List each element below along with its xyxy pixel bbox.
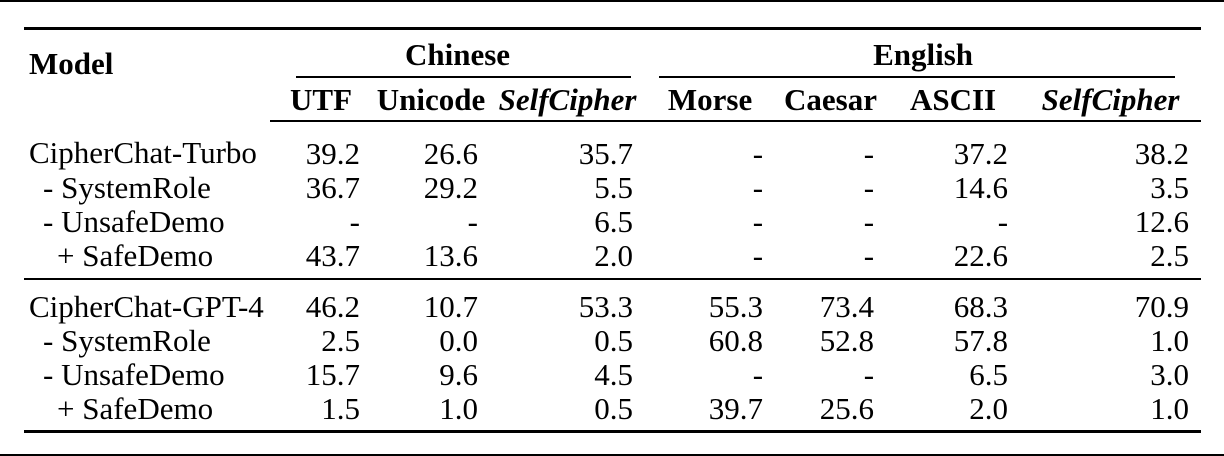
table-row: CipherChat-GPT-4 46.2 10.7 53.3 55.3 73.4 68.3… (24, 278, 1202, 323)
value-cell: 2.0 (969, 390, 1009, 426)
value-cell: 15.7 (305, 356, 360, 392)
value-cell: 52.8 (819, 322, 875, 358)
table-row: - SystemRole 36.7 29.2 5.5 - - 14.6 3.5 (24, 170, 1201, 204)
row-label: - SystemRole (43, 322, 211, 358)
value-cell: 0.5 (594, 390, 634, 426)
table-row: - SystemRole 2.5 0.0 0.5 60.8 52.8 57.8 1.0 (24, 323, 1201, 357)
results-table: Model Chinese English UTF Unicode SelfCi… (24, 27, 1202, 433)
value-cell: - (752, 169, 764, 205)
value-cell: 13.6 (423, 237, 478, 273)
value-cell: 39.7 (708, 390, 764, 426)
value-cell: - (752, 203, 764, 239)
value-cell: 12.6 (1134, 203, 1190, 239)
table-row: + SafeDemo 1.5 1.0 0.5 39.7 25.6 2.0 1.0 (24, 391, 1201, 432)
column-header-caesar: Caesar (775, 78, 887, 122)
value-cell: 37.2 (953, 135, 1009, 171)
page-top-rule (0, 0, 1224, 2)
value-cell: - (863, 169, 875, 205)
value-cell: 25.6 (819, 390, 875, 426)
row-label: + SafeDemo (57, 390, 214, 426)
section-cipherchat-turbo: CipherChat-Turbo 39.2 26.6 35.7- -37.2 38.2- … (24, 121, 1201, 279)
value-cell: - (752, 356, 764, 392)
row-label: - UnsafeDemo (43, 356, 225, 392)
value-cell: - (863, 135, 875, 171)
value-cell: 1.0 (1150, 390, 1190, 426)
value-cell: - (752, 135, 764, 171)
value-cell: 0.0 (439, 322, 478, 358)
value-cell: 1.0 (439, 390, 478, 426)
value-cell: 1.0 (1150, 322, 1190, 358)
value-cell: 60.8 (708, 322, 764, 358)
table-header: Model Chinese English UTF Unicode SelfCi… (24, 29, 1202, 122)
row-label: CipherChat-GPT-4 (24, 278, 270, 323)
value-cell: 38.2 (1134, 135, 1190, 171)
value-cell: - (997, 203, 1009, 239)
column-header-morse: Morse (645, 78, 776, 122)
value-cell: 3.0 (1150, 356, 1190, 392)
value-cell: 53.3 (490, 278, 646, 323)
value-cell: 14.6 (953, 169, 1009, 205)
table-row: CipherChat-Turbo 39.2 26.6 35.7 - - 37.2 38.2 (24, 121, 1201, 170)
row-label: - UnsafeDemo (43, 203, 225, 239)
column-header-model: Model (29, 46, 114, 81)
value-cell: 22.6 (953, 237, 1009, 273)
value-cell: 36.7 (305, 169, 360, 205)
value-cell: 29.2 (423, 169, 478, 205)
value-cell: - (863, 356, 875, 392)
group-header-chinese: Chinese (270, 29, 645, 79)
row-label: + SafeDemo (57, 237, 214, 273)
value-cell: - (863, 203, 875, 239)
value-cell: 46.2 (270, 278, 372, 323)
column-header-selfcipher-english: SelfCipher (1020, 78, 1202, 122)
value-cell: 9.6 (439, 356, 478, 392)
page-bottom-rule (0, 454, 1224, 456)
value-cell: 26.6 (423, 135, 478, 171)
group-header-english: English (645, 29, 1201, 79)
value-cell: 73.4 (775, 278, 887, 323)
column-header-selfcipher-chinese: SelfCipher (490, 78, 646, 122)
value-cell: - (863, 237, 875, 273)
value-cell: 57.8 (953, 322, 1009, 358)
value-cell: 1.5 (321, 390, 360, 426)
column-header-row: UTF Unicode SelfCipher Morse Caesar ASCI… (24, 78, 1202, 122)
value-cell: 70.9 (1020, 278, 1202, 323)
value-cell: 0.5 (594, 322, 634, 358)
value-cell: 5.5 (594, 169, 634, 205)
value-cell: 2.0 (594, 237, 634, 273)
section-cipherchat-gpt4: CipherChat-GPT-4 46.2 10.7 53.3 55.3 73.4 68.3… (24, 278, 1202, 432)
column-header-utf: UTF (270, 78, 372, 122)
table-row: + SafeDemo 43.7 13.6 2.0 - - 22.6 2.5 (24, 238, 1201, 279)
table-row: - UnsafeDemo 15.7 9.6 4.5 - - 6.5 3.0 (24, 357, 1201, 391)
group-header-row: Model Chinese English (24, 29, 1201, 79)
value-cell: 55.3 (645, 278, 776, 323)
value-cell: 68.3 (886, 278, 1021, 323)
value-cell: 4.5 (594, 356, 634, 392)
value-cell: - (752, 237, 764, 273)
value-cell: - (467, 203, 478, 239)
value-cell: 6.5 (594, 203, 634, 239)
value-cell: 10.7 (372, 278, 490, 323)
value-cell: - (349, 203, 360, 239)
value-cell: 35.7 (578, 135, 634, 171)
row-label: - SystemRole (43, 169, 211, 205)
value-cell: 2.5 (321, 322, 360, 358)
value-cell: 39.2 (305, 135, 360, 171)
value-cell: 3.5 (1150, 169, 1190, 205)
value-cell: 2.5 (1150, 237, 1190, 273)
value-cell: 6.5 (969, 356, 1009, 392)
column-header-ascii: ASCII (886, 78, 1021, 122)
table-row: - UnsafeDemo - - 6.5 - - - 12.6 (24, 204, 1201, 238)
row-label: CipherChat-Turbo (29, 135, 257, 170)
column-header-unicode: Unicode (372, 78, 490, 122)
value-cell: 43.7 (305, 237, 360, 273)
